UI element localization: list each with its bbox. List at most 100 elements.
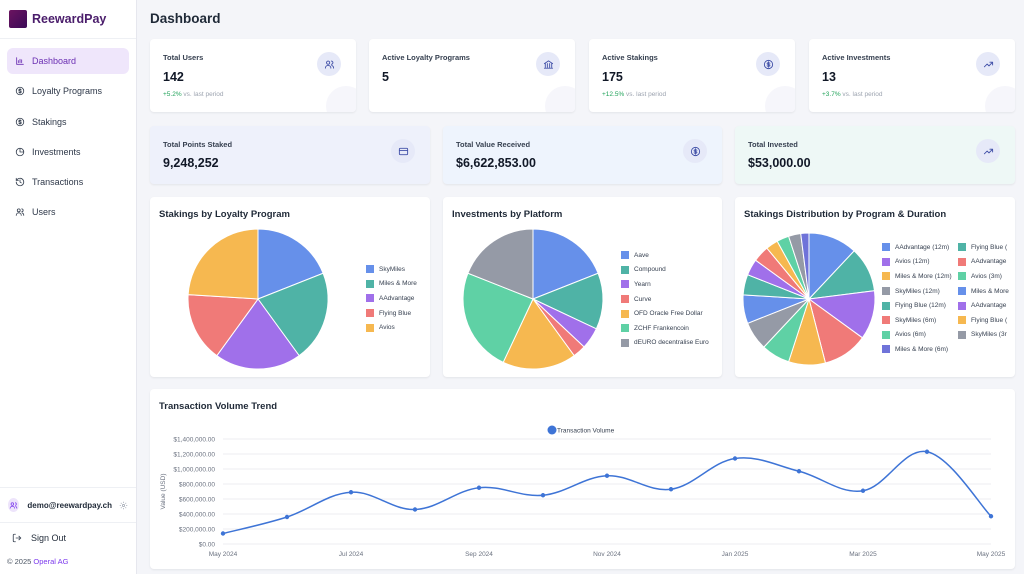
legend-item[interactable]: Compound: [621, 263, 709, 278]
data-point[interactable]: [220, 531, 226, 536]
legend-item[interactable]: Flying Blue: [366, 306, 417, 321]
gear-icon[interactable]: [119, 501, 128, 510]
legend-item[interactable]: AAdvantage: [366, 291, 417, 306]
stat-change-value: +5.2%: [163, 91, 182, 98]
stat-change: +5.2% vs. last period: [163, 91, 224, 98]
y-tick-label: $1,000,000.00: [173, 467, 215, 474]
y-tick-label: $200,000.00: [179, 527, 216, 534]
legend-label: Flying Blue (: [971, 243, 1008, 251]
legend-item[interactable]: Flying Blue (: [958, 240, 1015, 255]
legend-label: ZCHF Frankencoin: [634, 324, 689, 332]
chart-title: Stakings by Loyalty Program: [159, 209, 290, 220]
sidebar-item-investments[interactable]: Investments: [7, 139, 129, 165]
legend-item[interactable]: Miles & More (12m): [882, 269, 958, 284]
data-point[interactable]: [796, 469, 802, 474]
brand[interactable]: ReewardPay: [0, 0, 136, 32]
legend-item[interactable]: Miles & More: [366, 277, 417, 292]
pie-slice[interactable]: [216, 298, 300, 370]
legend-item[interactable]: Yearn: [621, 277, 709, 292]
pie-slice[interactable]: [532, 228, 599, 300]
data-point[interactable]: [540, 493, 546, 498]
pie-slice[interactable]: [257, 272, 329, 357]
legend-item[interactable]: SkyMiles (12m): [882, 284, 958, 299]
legend-item[interactable]: ZCHF Frankencoin: [621, 321, 709, 336]
data-point[interactable]: [668, 487, 674, 492]
bar-chart-icon: [15, 56, 25, 66]
legend-swatch: [366, 265, 374, 274]
company-link[interactable]: Operal AG: [33, 557, 69, 566]
data-point[interactable]: [924, 449, 930, 454]
chart-panel-stakings-by-program: Stakings by Loyalty Program SkyMiles Mile…: [150, 197, 430, 377]
legend-swatch: [547, 425, 557, 435]
sidebar-item-label: Stakings: [32, 116, 67, 127]
data-point[interactable]: [604, 473, 610, 478]
sidebar-item-users[interactable]: Users: [7, 199, 129, 225]
legend-item[interactable]: Aave: [621, 248, 709, 263]
data-point[interactable]: [348, 490, 354, 495]
history-icon: [15, 177, 25, 187]
legend-item[interactable]: SkyMiles (3r: [958, 328, 1015, 343]
legend-swatch: [882, 287, 890, 296]
legend-item[interactable]: Avios (12m): [882, 255, 958, 270]
users-icon: [15, 207, 25, 217]
legend-item[interactable]: Avios: [366, 320, 417, 335]
stat-label: Active Stakings: [602, 53, 658, 62]
pie-slice[interactable]: [187, 294, 259, 357]
sidebar-item-label: Loyalty Programs: [32, 86, 103, 97]
sidebar-nav: Dashboard Loyalty Programs Stakings Investm…: [0, 39, 136, 225]
pie-slice[interactable]: [467, 228, 534, 300]
pie-slice[interactable]: [531, 272, 604, 330]
pie-slice[interactable]: [462, 272, 534, 364]
pie-slice[interactable]: [502, 298, 575, 370]
legend-label: Flying Blue: [379, 309, 412, 317]
sidebar-item-dashboard[interactable]: Dashboard: [7, 48, 129, 74]
pie-slice[interactable]: [800, 232, 810, 300]
data-point[interactable]: [988, 514, 994, 519]
legend-label: Avios: [379, 324, 395, 332]
legend-item[interactable]: SkyMiles: [366, 262, 417, 277]
data-point[interactable]: [284, 514, 290, 520]
sidebar-item-loyalty-programs[interactable]: Loyalty Programs: [7, 78, 129, 104]
pie-slice[interactable]: [257, 228, 324, 300]
legend-item[interactable]: Flying Blue (12m): [882, 298, 958, 313]
data-point[interactable]: [860, 488, 866, 493]
legend-label: Flying Blue (: [971, 316, 1008, 324]
legend-item[interactable]: Miles & More: [958, 284, 1015, 299]
data-point[interactable]: [732, 456, 738, 461]
user-account[interactable]: demo@reewardpay.ch: [0, 488, 136, 522]
data-point[interactable]: [412, 507, 418, 512]
legend-item[interactable]: SkyMiles (6m): [882, 313, 958, 328]
legend-item[interactable]: Miles & More (6m): [882, 342, 958, 357]
legend-swatch: [958, 243, 966, 252]
x-tick-label: Sep 2024: [465, 551, 493, 558]
legend-swatch: [366, 323, 374, 332]
legend-item[interactable]: Avios (3m): [958, 269, 1015, 284]
sign-out-button[interactable]: Sign Out: [0, 523, 136, 553]
bank-icon: [536, 52, 560, 76]
y-tick-label: $800,000.00: [179, 482, 216, 489]
legend-item[interactable]: AAdvantage: [958, 255, 1015, 270]
legend-item[interactable]: Flying Blue (: [958, 313, 1015, 328]
legend-item[interactable]: AAdvantage: [958, 298, 1015, 313]
legend-item[interactable]: Avios (6m): [882, 328, 958, 343]
total-value: 9,248,252: [163, 156, 219, 170]
legend-item[interactable]: dEURO decentralise Euro: [621, 336, 709, 351]
dollar-circle-icon: [756, 52, 780, 76]
sidebar-item-stakings[interactable]: Stakings: [7, 109, 129, 135]
stat-change-value: +3.7%: [822, 91, 841, 98]
legend-label: Avios (6m): [895, 331, 926, 339]
y-tick-label: $0.00: [199, 542, 216, 549]
series-line: [222, 450, 992, 535]
legend-label: AAdvantage: [379, 294, 415, 302]
pie-slice[interactable]: [187, 228, 259, 300]
data-point[interactable]: [476, 485, 482, 490]
legend-item[interactable]: OFD Oracle Free Dollar: [621, 306, 709, 321]
legend-item[interactable]: Curve: [621, 292, 709, 307]
y-tick-label: $400,000.00: [179, 512, 216, 519]
legend-label: SkyMiles (12m): [895, 287, 940, 295]
sidebar-item-transactions[interactable]: Transactions: [7, 169, 129, 195]
stat-value: 5: [382, 70, 389, 84]
legend-item[interactable]: AAdvantage (12m): [882, 240, 958, 255]
legend-swatch: [621, 251, 629, 260]
pie-chart-icon: [15, 147, 25, 157]
